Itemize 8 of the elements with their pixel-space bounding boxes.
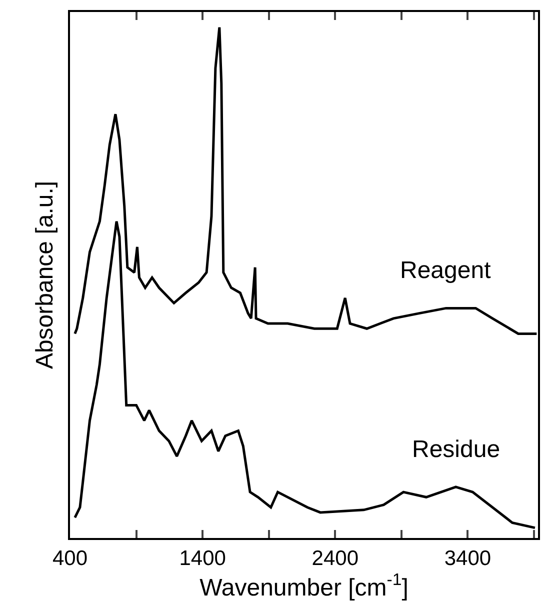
series-label: Reagent [400,257,492,284]
x-tick-label: 3400 [444,547,492,570]
y-axis-title: Absorbance [a.u.] [32,180,59,370]
x-tick-label: 400 [52,547,88,570]
series-label: Residue [412,436,500,463]
x-tick-label: 1400 [179,547,226,570]
x-axis-title: Wavenumber [cm$^{-1}$] [200,570,408,602]
x-tick-label: 2400 [312,547,359,570]
